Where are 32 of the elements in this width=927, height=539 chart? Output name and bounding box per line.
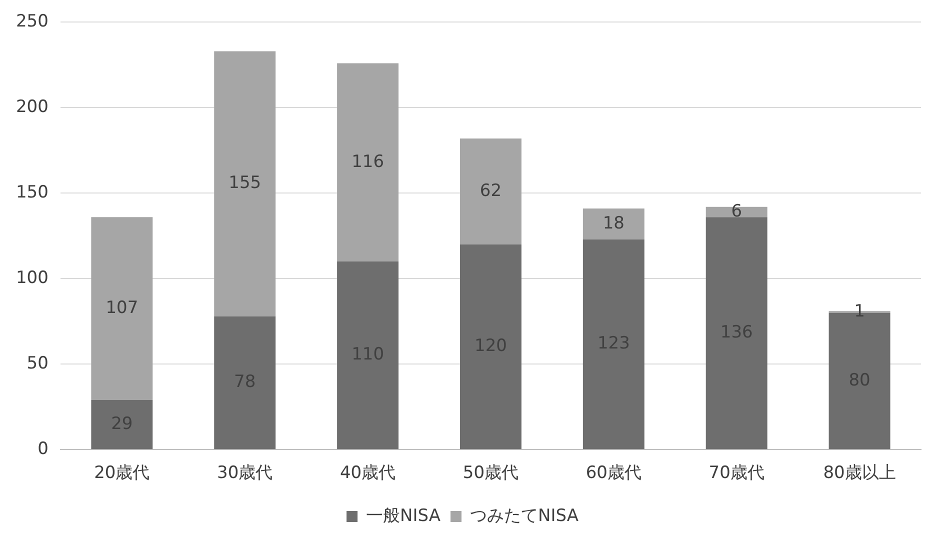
legend-label: つみたてNISA — [470, 506, 579, 526]
x-tick-label: 40歳代 — [340, 463, 396, 484]
data-label: 107 — [106, 298, 138, 318]
data-label: 6 — [731, 201, 742, 222]
bar — [337, 262, 399, 450]
bar — [337, 63, 399, 262]
y-tick-label: 0 — [38, 439, 48, 460]
bar — [460, 244, 522, 450]
y-tick-label: 50 — [26, 354, 48, 374]
y-tick-label: 150 — [16, 182, 48, 203]
bar — [460, 138, 522, 244]
data-label: 155 — [228, 173, 262, 194]
x-tick-label: 50歳代 — [462, 463, 519, 484]
data-label: 18 — [602, 213, 624, 234]
bar — [214, 51, 276, 316]
x-tick-label: 30歳代 — [217, 463, 273, 484]
x-tick-label: 20歳代 — [94, 463, 150, 484]
bar — [706, 217, 768, 450]
data-label: 116 — [352, 152, 384, 172]
bar — [91, 400, 153, 450]
x-tick-label: 60歳代 — [586, 463, 642, 484]
x-tick-label: 70歳代 — [708, 463, 764, 484]
bar — [214, 316, 276, 450]
y-tick-label: 250 — [16, 12, 48, 32]
data-label: 62 — [480, 180, 502, 201]
bar — [91, 217, 153, 400]
x-tick-label: 80歳以上 — [823, 463, 896, 484]
legend-label: 一般NISA — [366, 506, 441, 526]
y-tick-label: 200 — [16, 97, 48, 118]
bar — [582, 208, 644, 240]
bar — [582, 239, 644, 450]
y-tick-label: 100 — [16, 268, 48, 288]
